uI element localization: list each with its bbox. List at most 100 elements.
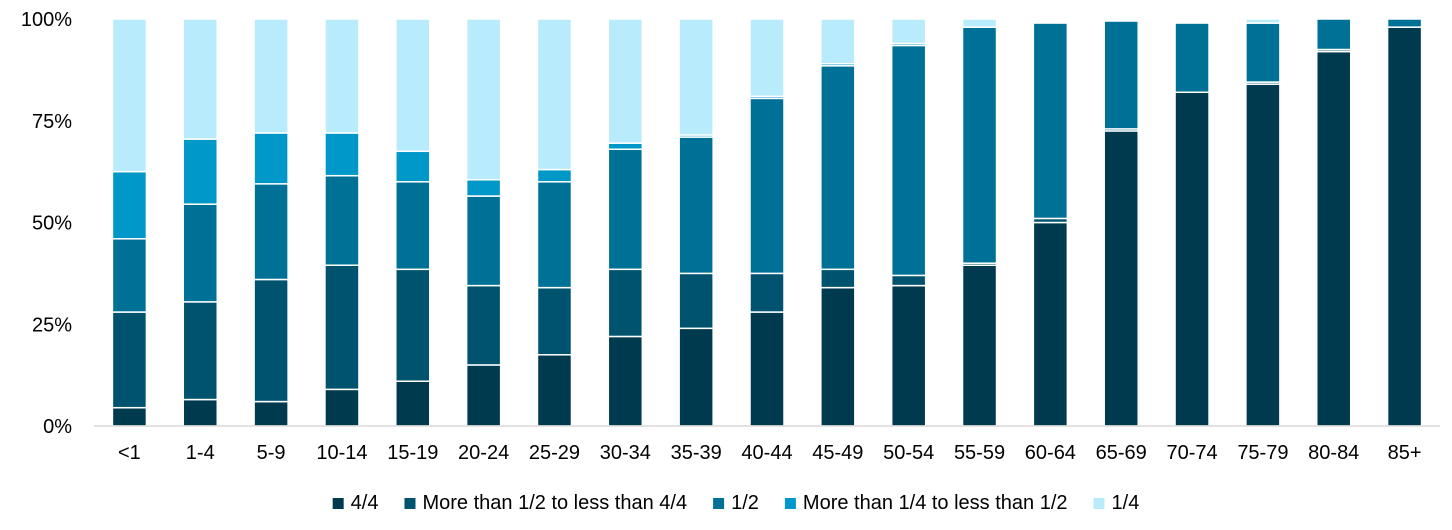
bar-segment xyxy=(678,18,714,136)
x-tick-label: 5-9 xyxy=(257,442,286,464)
bar-stack xyxy=(607,18,644,427)
bars xyxy=(111,18,1423,427)
bar-segment xyxy=(395,181,431,271)
bar-segment xyxy=(1245,22,1281,83)
x-tick-label: 85+ xyxy=(1388,442,1422,464)
bar-segment xyxy=(182,138,219,205)
legend-marker xyxy=(784,498,796,509)
bar-stack xyxy=(1315,18,1352,427)
x-tick-label: 55-59 xyxy=(954,442,1005,464)
bar-segment xyxy=(749,97,785,275)
x-tick-label: <1 xyxy=(118,442,141,464)
bar-segment xyxy=(749,272,785,313)
bar-segment xyxy=(182,203,219,303)
legend-marker xyxy=(713,498,725,509)
y-tick-label: 25% xyxy=(32,314,72,336)
bar-segment xyxy=(890,274,927,287)
y-tick-label: 100% xyxy=(21,9,72,31)
bar-segment xyxy=(890,284,927,427)
bar-stack xyxy=(890,18,927,427)
bar-segment xyxy=(749,311,785,427)
bar-segment xyxy=(324,132,360,177)
x-tick-label: 20-24 xyxy=(458,442,509,464)
legend-label: 1/4 xyxy=(1112,492,1140,514)
bar-segment xyxy=(536,354,573,427)
bar-segment xyxy=(1245,83,1281,427)
x-tick-label: 65-69 xyxy=(1096,442,1147,464)
bar-stack xyxy=(182,18,219,427)
bar-segment xyxy=(536,168,573,183)
bar-stack xyxy=(1386,18,1423,427)
bar-segment xyxy=(749,18,785,98)
bar-segment xyxy=(253,278,289,403)
bar-segment xyxy=(536,286,573,356)
legend-label: 4/4 xyxy=(351,492,379,514)
bar-segment xyxy=(395,268,431,382)
bar-segment xyxy=(607,18,644,144)
bar-stack xyxy=(749,18,785,427)
legend-item: 4/4 xyxy=(332,492,379,514)
bar-segment xyxy=(607,335,644,427)
bar-segment xyxy=(465,284,502,366)
bar-segment xyxy=(1174,91,1210,427)
bar-segment xyxy=(961,264,998,427)
bar-segment xyxy=(820,286,856,427)
bar-segment xyxy=(111,238,148,313)
x-tick-label: 30-34 xyxy=(600,442,651,464)
legend-marker xyxy=(404,498,416,509)
bar-segment xyxy=(890,44,927,277)
bar-segment xyxy=(607,148,644,271)
bar-segment xyxy=(324,174,360,266)
legend-marker xyxy=(1093,498,1105,509)
legend-item: 1/2 xyxy=(713,492,759,514)
bar-segment xyxy=(961,18,998,28)
legend-item: More than 1/2 to less than 4/4 xyxy=(404,492,687,514)
bar-segment xyxy=(820,268,856,289)
x-tick-label: 10-14 xyxy=(316,442,367,464)
bar-stack xyxy=(465,18,502,427)
bar-segment xyxy=(890,18,927,45)
bar-segment xyxy=(536,181,573,289)
bar-segment xyxy=(1245,18,1281,24)
bar-segment xyxy=(182,18,219,140)
bar-stack xyxy=(395,18,431,427)
bar-stack xyxy=(820,18,856,427)
legend-label: More than 1/4 to less than 1/2 xyxy=(803,492,1068,514)
bar-segment xyxy=(395,18,431,153)
bar-segment xyxy=(1386,18,1423,28)
bar-segment xyxy=(111,406,148,427)
bar-segment xyxy=(395,150,431,183)
bar-segment xyxy=(182,301,219,401)
x-tick-label: 45-49 xyxy=(812,442,863,464)
bar-segment xyxy=(253,18,289,134)
x-tick-label: 1-4 xyxy=(186,442,215,464)
bar-segment xyxy=(465,18,502,181)
bar-segment xyxy=(820,65,856,271)
bar-segment xyxy=(607,142,644,150)
x-tick-label: 70-74 xyxy=(1166,442,1217,464)
bar-segment xyxy=(678,136,714,275)
bar-segment xyxy=(111,170,148,240)
x-tick-label: 15-19 xyxy=(387,442,438,464)
bar-stack xyxy=(1032,22,1069,427)
bar-stack xyxy=(253,18,289,427)
bar-stack xyxy=(1103,20,1139,427)
bar-segment xyxy=(678,272,714,330)
x-tick-label: 75-79 xyxy=(1237,442,1288,464)
bar-stack xyxy=(1245,18,1281,427)
x-tick-label: 35-39 xyxy=(671,442,722,464)
bar-segment xyxy=(820,18,856,65)
legend-item: 1/4 xyxy=(1093,492,1140,514)
x-axis-labels: <1 1-4 5-9 10-14 15-19 20-24 25-29 30-34 35-39 40… xyxy=(118,442,1422,464)
bar-segment xyxy=(1315,50,1352,427)
bar-segment xyxy=(607,268,644,338)
bar-stack xyxy=(324,18,360,427)
bar-segment xyxy=(465,364,502,427)
bar-segment xyxy=(678,327,714,427)
bar-segment xyxy=(395,380,431,427)
y-tick-label: 75% xyxy=(32,111,72,133)
bar-segment xyxy=(1103,20,1139,130)
bar-stack xyxy=(961,18,998,427)
bar-segment xyxy=(253,400,289,427)
